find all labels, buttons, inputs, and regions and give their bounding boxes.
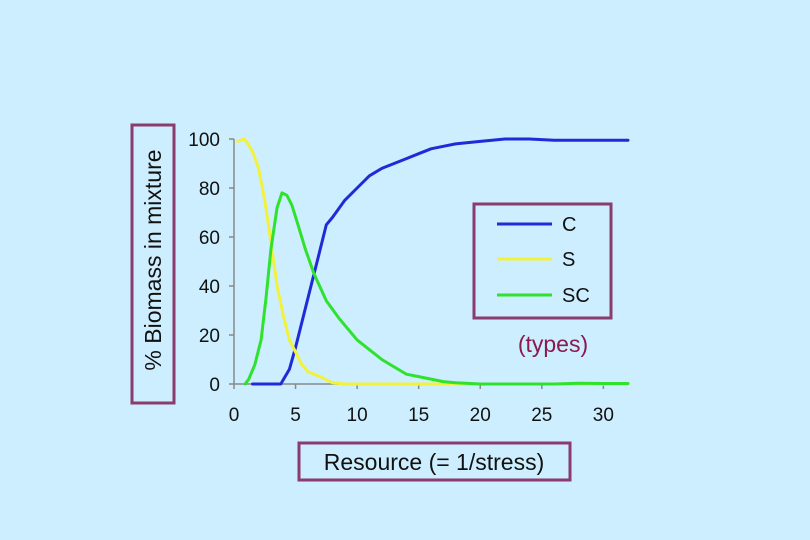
legend-label-c: C xyxy=(562,214,576,236)
series-lines xyxy=(236,137,630,386)
y-axis-label: % Biomass in mixture xyxy=(140,149,166,370)
y-tick-label: 100 xyxy=(188,130,220,151)
x-tick-label: 30 xyxy=(593,405,614,426)
x-tick-label: 10 xyxy=(347,405,368,426)
x-tick-label: 15 xyxy=(408,405,429,426)
y-tick-label: 0 xyxy=(209,375,220,396)
axis-ticks: 0 20 40 60 80 100 0 5 10 15 20 25 30 xyxy=(188,130,614,426)
legend-label-sc: SC xyxy=(562,285,590,307)
x-tick-label: 5 xyxy=(290,405,301,426)
legend-frame xyxy=(472,202,613,320)
x-axis-label: Resource (= 1/stress) xyxy=(324,449,545,475)
x-tick-label: 25 xyxy=(531,405,552,426)
series-line-c xyxy=(251,137,630,386)
y-tick-label: 80 xyxy=(199,179,220,200)
legend-note: (types) xyxy=(518,331,588,357)
ylabel-frame xyxy=(130,123,176,405)
xlabel-frame xyxy=(297,441,572,482)
legend: C S SC xyxy=(472,202,613,320)
legend-label-s: S xyxy=(562,249,575,271)
x-tick-label: 0 xyxy=(229,405,240,426)
y-tick-label: 40 xyxy=(199,277,220,298)
y-tick-label: 20 xyxy=(199,326,220,347)
series-line-sc xyxy=(243,191,630,386)
x-tick-label: 20 xyxy=(470,405,491,426)
y-tick-label: 60 xyxy=(199,228,220,249)
